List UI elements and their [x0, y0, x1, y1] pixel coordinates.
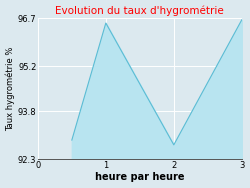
X-axis label: heure par heure: heure par heure [95, 172, 184, 182]
Title: Evolution du taux d'hygrométrie: Evolution du taux d'hygrométrie [56, 6, 224, 16]
Y-axis label: Taux hygrométrie %: Taux hygrométrie % [6, 47, 15, 131]
